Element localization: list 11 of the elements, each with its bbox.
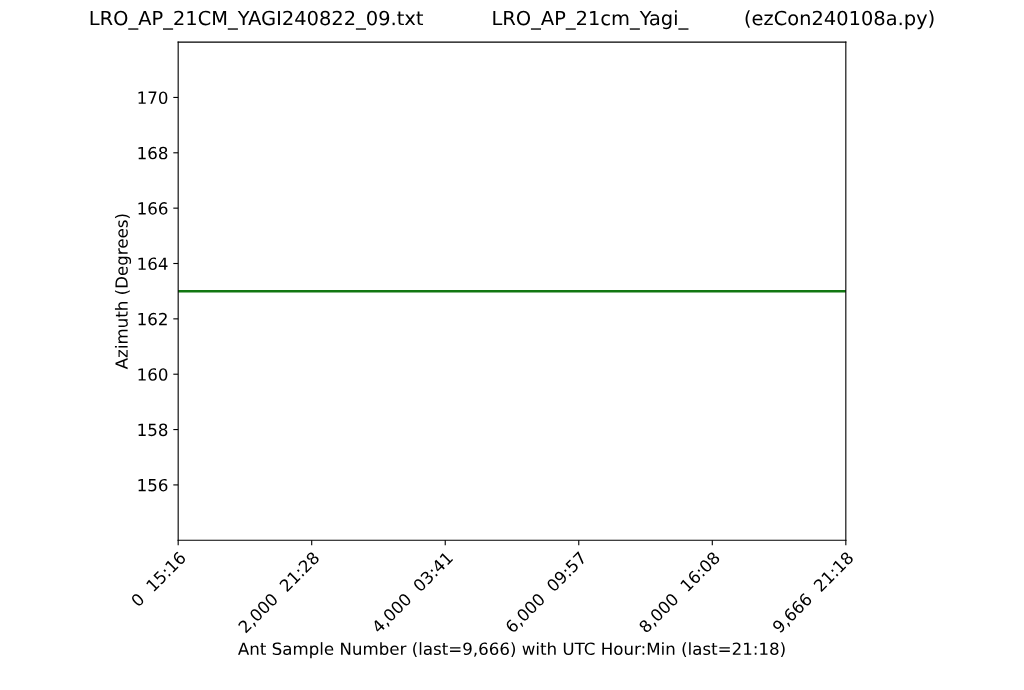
y-tick-label: 168 [138, 146, 168, 160]
y-tick-label: 164 [138, 257, 168, 271]
y-tick-label: 160 [138, 368, 168, 381]
chart-title: LRO_AP_21CM_YAGI240822_09.txt LRO_AP_21cm_Yagi_ (ezCon240108a.py) [90, 10, 934, 30]
y-tick-label: 162 [138, 312, 167, 326]
y-tick-label: 166 [138, 202, 168, 215]
x-axis-title: Ant Sample Number (last=9,666) with UTC Hour:Min (last=21:18) [238, 642, 785, 659]
y-tick-label: 158 [138, 423, 168, 437]
y-tick-label: 156 [138, 478, 168, 492]
y-axis-title: Azimuth (Degrees) [114, 214, 132, 370]
y-tick-label: 170 [138, 91, 168, 105]
